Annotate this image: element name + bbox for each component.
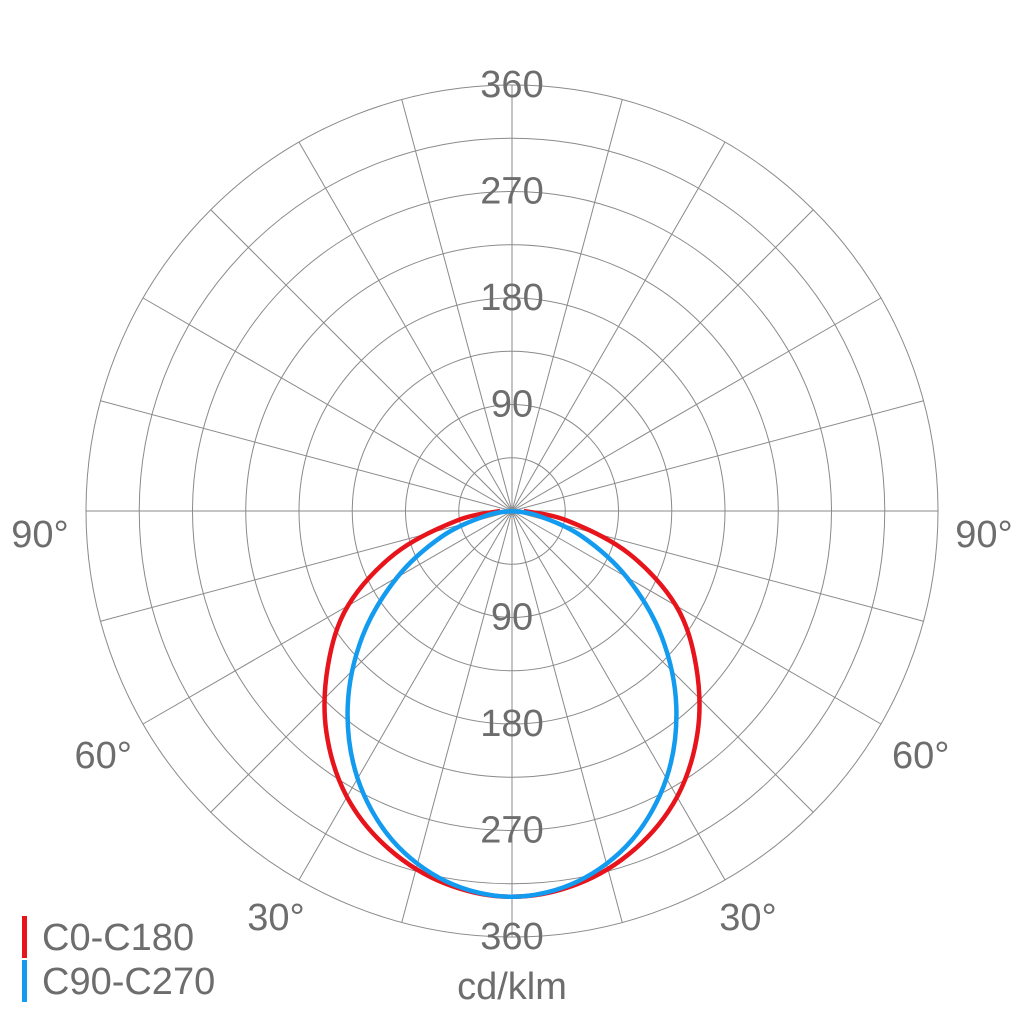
minor-spoke-line: [511, 209, 814, 512]
spoke-line: [298, 510, 513, 881]
legend-label: C0-C180: [42, 917, 194, 959]
minor-spoke-line: [210, 510, 513, 813]
theta-tick-label: 90°: [11, 514, 68, 556]
theta-tick-label: 30°: [247, 897, 304, 939]
minor-spoke-line: [100, 510, 513, 622]
minor-spoke-line: [511, 141, 726, 512]
spoke-line: [511, 510, 726, 881]
r-tick-label: 270: [480, 171, 543, 213]
minor-spoke-line: [401, 510, 513, 923]
spoke-line: [142, 510, 513, 725]
r-tick-label: 360: [480, 916, 543, 958]
minor-spoke-line: [511, 297, 882, 512]
r-tick-label: 270: [480, 810, 543, 852]
r-tick-label: 180: [480, 277, 543, 319]
theta-tick-label: 90°: [955, 514, 1012, 556]
r-tick-label: 90: [491, 597, 533, 639]
theta-tick-label: 60°: [75, 735, 132, 777]
minor-spoke-line: [298, 141, 513, 512]
legend-label: C90-C270: [42, 961, 215, 1003]
spoke-line: [511, 510, 882, 725]
theta-tick-label: 30°: [719, 897, 776, 939]
minor-spoke-line: [100, 400, 513, 512]
minor-spoke-line: [142, 297, 513, 512]
grid: [85, 84, 939, 938]
minor-spoke-line: [511, 510, 623, 923]
minor-spoke-line: [210, 209, 513, 512]
minor-spoke-line: [511, 510, 924, 622]
minor-spoke-line: [401, 99, 513, 512]
r-tick-label: 360: [480, 64, 543, 106]
r-tick-label: 180: [480, 703, 543, 745]
minor-spoke-line: [511, 400, 924, 512]
legend-swatch: [22, 960, 27, 1002]
unit-label: cd/klm: [457, 966, 567, 1008]
minor-spoke-line: [511, 510, 814, 813]
theta-tick-label: 60°: [892, 735, 949, 777]
r-tick-label: 90: [491, 384, 533, 426]
legend-swatch: [22, 916, 27, 958]
series-curve: [345, 508, 679, 900]
minor-spoke-line: [511, 99, 623, 512]
